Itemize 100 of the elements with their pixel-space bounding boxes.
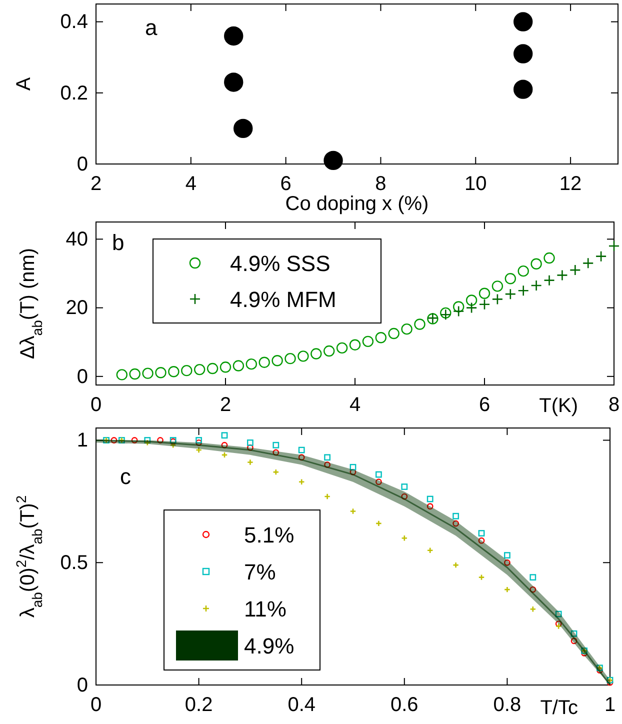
x-tick-label: 6 xyxy=(280,173,292,196)
point xyxy=(196,439,202,446)
point xyxy=(157,437,164,444)
point xyxy=(144,437,151,444)
point xyxy=(595,250,607,262)
point xyxy=(298,454,305,461)
y-tick-label: 0 xyxy=(76,366,88,388)
point xyxy=(504,552,510,558)
x-tick-label: 8 xyxy=(608,394,620,416)
point xyxy=(452,306,464,317)
legend-label: 4.9% SSS xyxy=(230,251,330,276)
point xyxy=(376,478,382,486)
point xyxy=(492,294,504,305)
point xyxy=(388,328,400,340)
point xyxy=(452,512,459,520)
point xyxy=(570,264,581,276)
point xyxy=(224,72,244,92)
point xyxy=(247,439,254,446)
point xyxy=(426,547,434,554)
x-tick-label: 4 xyxy=(349,394,361,416)
legend-label: 5.1% xyxy=(244,522,294,548)
y-tick-label: 0 xyxy=(76,674,88,696)
point xyxy=(414,318,426,330)
point xyxy=(272,355,283,366)
x-tick-label: 12 xyxy=(559,173,582,196)
x-axis-title: Co doping x (%) xyxy=(285,193,429,215)
point xyxy=(530,606,536,612)
point xyxy=(401,493,408,500)
x-axis-title: T(K) xyxy=(539,395,578,417)
x-tick-label: 2 xyxy=(220,394,232,416)
y-tick-label: 40 xyxy=(66,228,88,251)
x-tick-label: 6 xyxy=(478,394,490,416)
point xyxy=(518,265,529,277)
point xyxy=(513,12,533,32)
point xyxy=(221,442,228,448)
point xyxy=(504,273,516,284)
legend-label: 11% xyxy=(244,596,286,622)
point xyxy=(401,534,408,542)
point xyxy=(453,301,464,312)
x-tick-label: 1 xyxy=(604,694,616,716)
point xyxy=(110,437,118,444)
point xyxy=(129,368,140,380)
x-tick-label: 0.2 xyxy=(184,694,213,716)
annotation: a xyxy=(145,15,158,40)
point xyxy=(336,342,348,354)
point xyxy=(478,288,490,299)
annotation: c xyxy=(120,464,131,489)
point xyxy=(478,298,490,310)
point xyxy=(478,530,485,536)
y-tick-label: 1 xyxy=(76,430,88,452)
point xyxy=(272,468,280,476)
point xyxy=(324,454,330,461)
point xyxy=(556,270,568,281)
x-tick-label: 2 xyxy=(90,173,102,196)
point xyxy=(401,323,412,335)
x-tick-label: 0.4 xyxy=(288,694,316,716)
x-tick-label: 0.6 xyxy=(390,694,418,716)
x-tick-label: 10 xyxy=(464,173,487,196)
point xyxy=(582,258,594,269)
point xyxy=(426,503,434,510)
point xyxy=(452,562,460,568)
point xyxy=(206,362,218,374)
point xyxy=(478,574,485,581)
point xyxy=(513,44,533,64)
point xyxy=(144,439,151,446)
point xyxy=(570,638,578,644)
point xyxy=(350,468,356,476)
point xyxy=(168,366,180,378)
point xyxy=(298,446,305,454)
point xyxy=(310,348,322,360)
y-tick-label: 0.5 xyxy=(60,552,88,574)
point xyxy=(324,493,331,500)
point xyxy=(324,150,343,170)
x-tick-label: 0.8 xyxy=(493,694,522,716)
point xyxy=(375,332,386,344)
point xyxy=(608,240,620,252)
x-axis-title: T/Tc xyxy=(540,697,578,719)
point xyxy=(513,80,533,99)
point xyxy=(518,284,529,296)
point xyxy=(246,459,254,466)
point xyxy=(324,345,335,357)
x-tick-label: 4 xyxy=(185,173,196,196)
point xyxy=(324,462,330,468)
x-tick-label: 8 xyxy=(375,173,386,196)
point xyxy=(181,364,192,376)
point xyxy=(272,449,280,456)
point xyxy=(232,360,244,372)
point xyxy=(504,586,510,593)
point xyxy=(581,650,588,656)
point xyxy=(401,484,408,490)
point xyxy=(375,520,382,527)
point xyxy=(492,280,504,292)
y-tick-label: 20 xyxy=(66,297,88,320)
y-tick-label: 0.4 xyxy=(60,11,88,34)
point xyxy=(555,620,562,628)
point xyxy=(530,574,536,581)
point xyxy=(544,252,555,264)
point xyxy=(544,274,555,286)
point xyxy=(196,437,202,444)
point xyxy=(466,294,478,306)
